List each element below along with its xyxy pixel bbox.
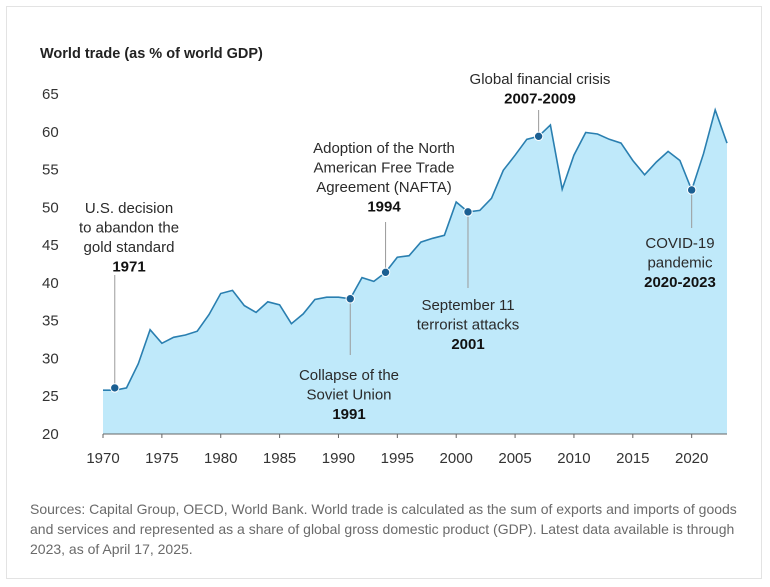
- y-tick-label: 35: [42, 313, 59, 330]
- annotation-marker: [110, 383, 120, 393]
- x-tick-label: 2020: [675, 450, 708, 467]
- annotation-marker: [686, 185, 697, 195]
- y-tick-label: 30: [42, 350, 59, 367]
- annotation-text: September 11: [421, 297, 514, 314]
- y-tick-label: 50: [42, 199, 59, 216]
- y-tick-label: 20: [42, 426, 59, 443]
- x-tick-label: 2010: [557, 450, 590, 467]
- y-tick-label: 45: [42, 237, 59, 254]
- annotation-year: 2007-2009: [504, 91, 576, 108]
- x-tick-label: 1980: [204, 450, 237, 467]
- y-axis-title: World trade (as % of world GDP): [40, 46, 263, 62]
- x-tick-label: 1990: [322, 450, 355, 467]
- annotation-year: 1971: [112, 259, 145, 276]
- annotation-marker: [380, 267, 391, 278]
- annotation-marker: [345, 294, 355, 304]
- annotation-text: gold standard: [84, 239, 175, 256]
- y-tick-label: 40: [42, 275, 59, 292]
- x-tick-label: 2015: [616, 450, 649, 467]
- x-tick-label: 2000: [440, 450, 473, 467]
- annotation-text: Soviet Union: [306, 387, 391, 404]
- annotation-text: U.S. decision: [85, 200, 173, 217]
- x-tick-label: 1975: [145, 450, 178, 467]
- y-tick-label: 25: [42, 388, 59, 405]
- x-tick-label: 1995: [381, 450, 414, 467]
- x-tick-label: 1970: [86, 450, 119, 467]
- x-tick-label: 2005: [498, 450, 531, 467]
- annotation-year: 2001: [451, 336, 484, 353]
- y-tick-label: 60: [42, 124, 59, 141]
- annotation-text: American Free Trade: [314, 160, 455, 177]
- annotation-text: to abandon the: [79, 220, 179, 237]
- y-tick-label: 65: [42, 86, 59, 103]
- annotation-text: pandemic: [647, 255, 713, 272]
- annotation-year: 1991: [332, 406, 365, 423]
- annotation-text: terrorist attacks: [417, 317, 520, 334]
- annotation-year: 2020-2023: [644, 274, 716, 291]
- chart-frame: [6, 6, 762, 579]
- series-line: [103, 107, 728, 391]
- annotation-text: Collapse of the: [299, 367, 399, 384]
- source-note: Sources: Capital Group, OECD, World Bank…: [30, 501, 737, 557]
- annotation-text: Agreement (NAFTA): [316, 179, 452, 196]
- area-fill: [103, 109, 727, 435]
- annotation-marker: [533, 131, 544, 142]
- annotation-text: Adoption of the North: [313, 140, 455, 157]
- annotation-marker: [463, 207, 473, 217]
- y-tick-label: 55: [42, 162, 59, 179]
- annotation-year: 1994: [367, 199, 401, 216]
- annotation-text: COVID-19: [645, 235, 714, 252]
- annotation-text: Global financial crisis: [470, 71, 611, 88]
- x-tick-label: 1985: [263, 450, 296, 467]
